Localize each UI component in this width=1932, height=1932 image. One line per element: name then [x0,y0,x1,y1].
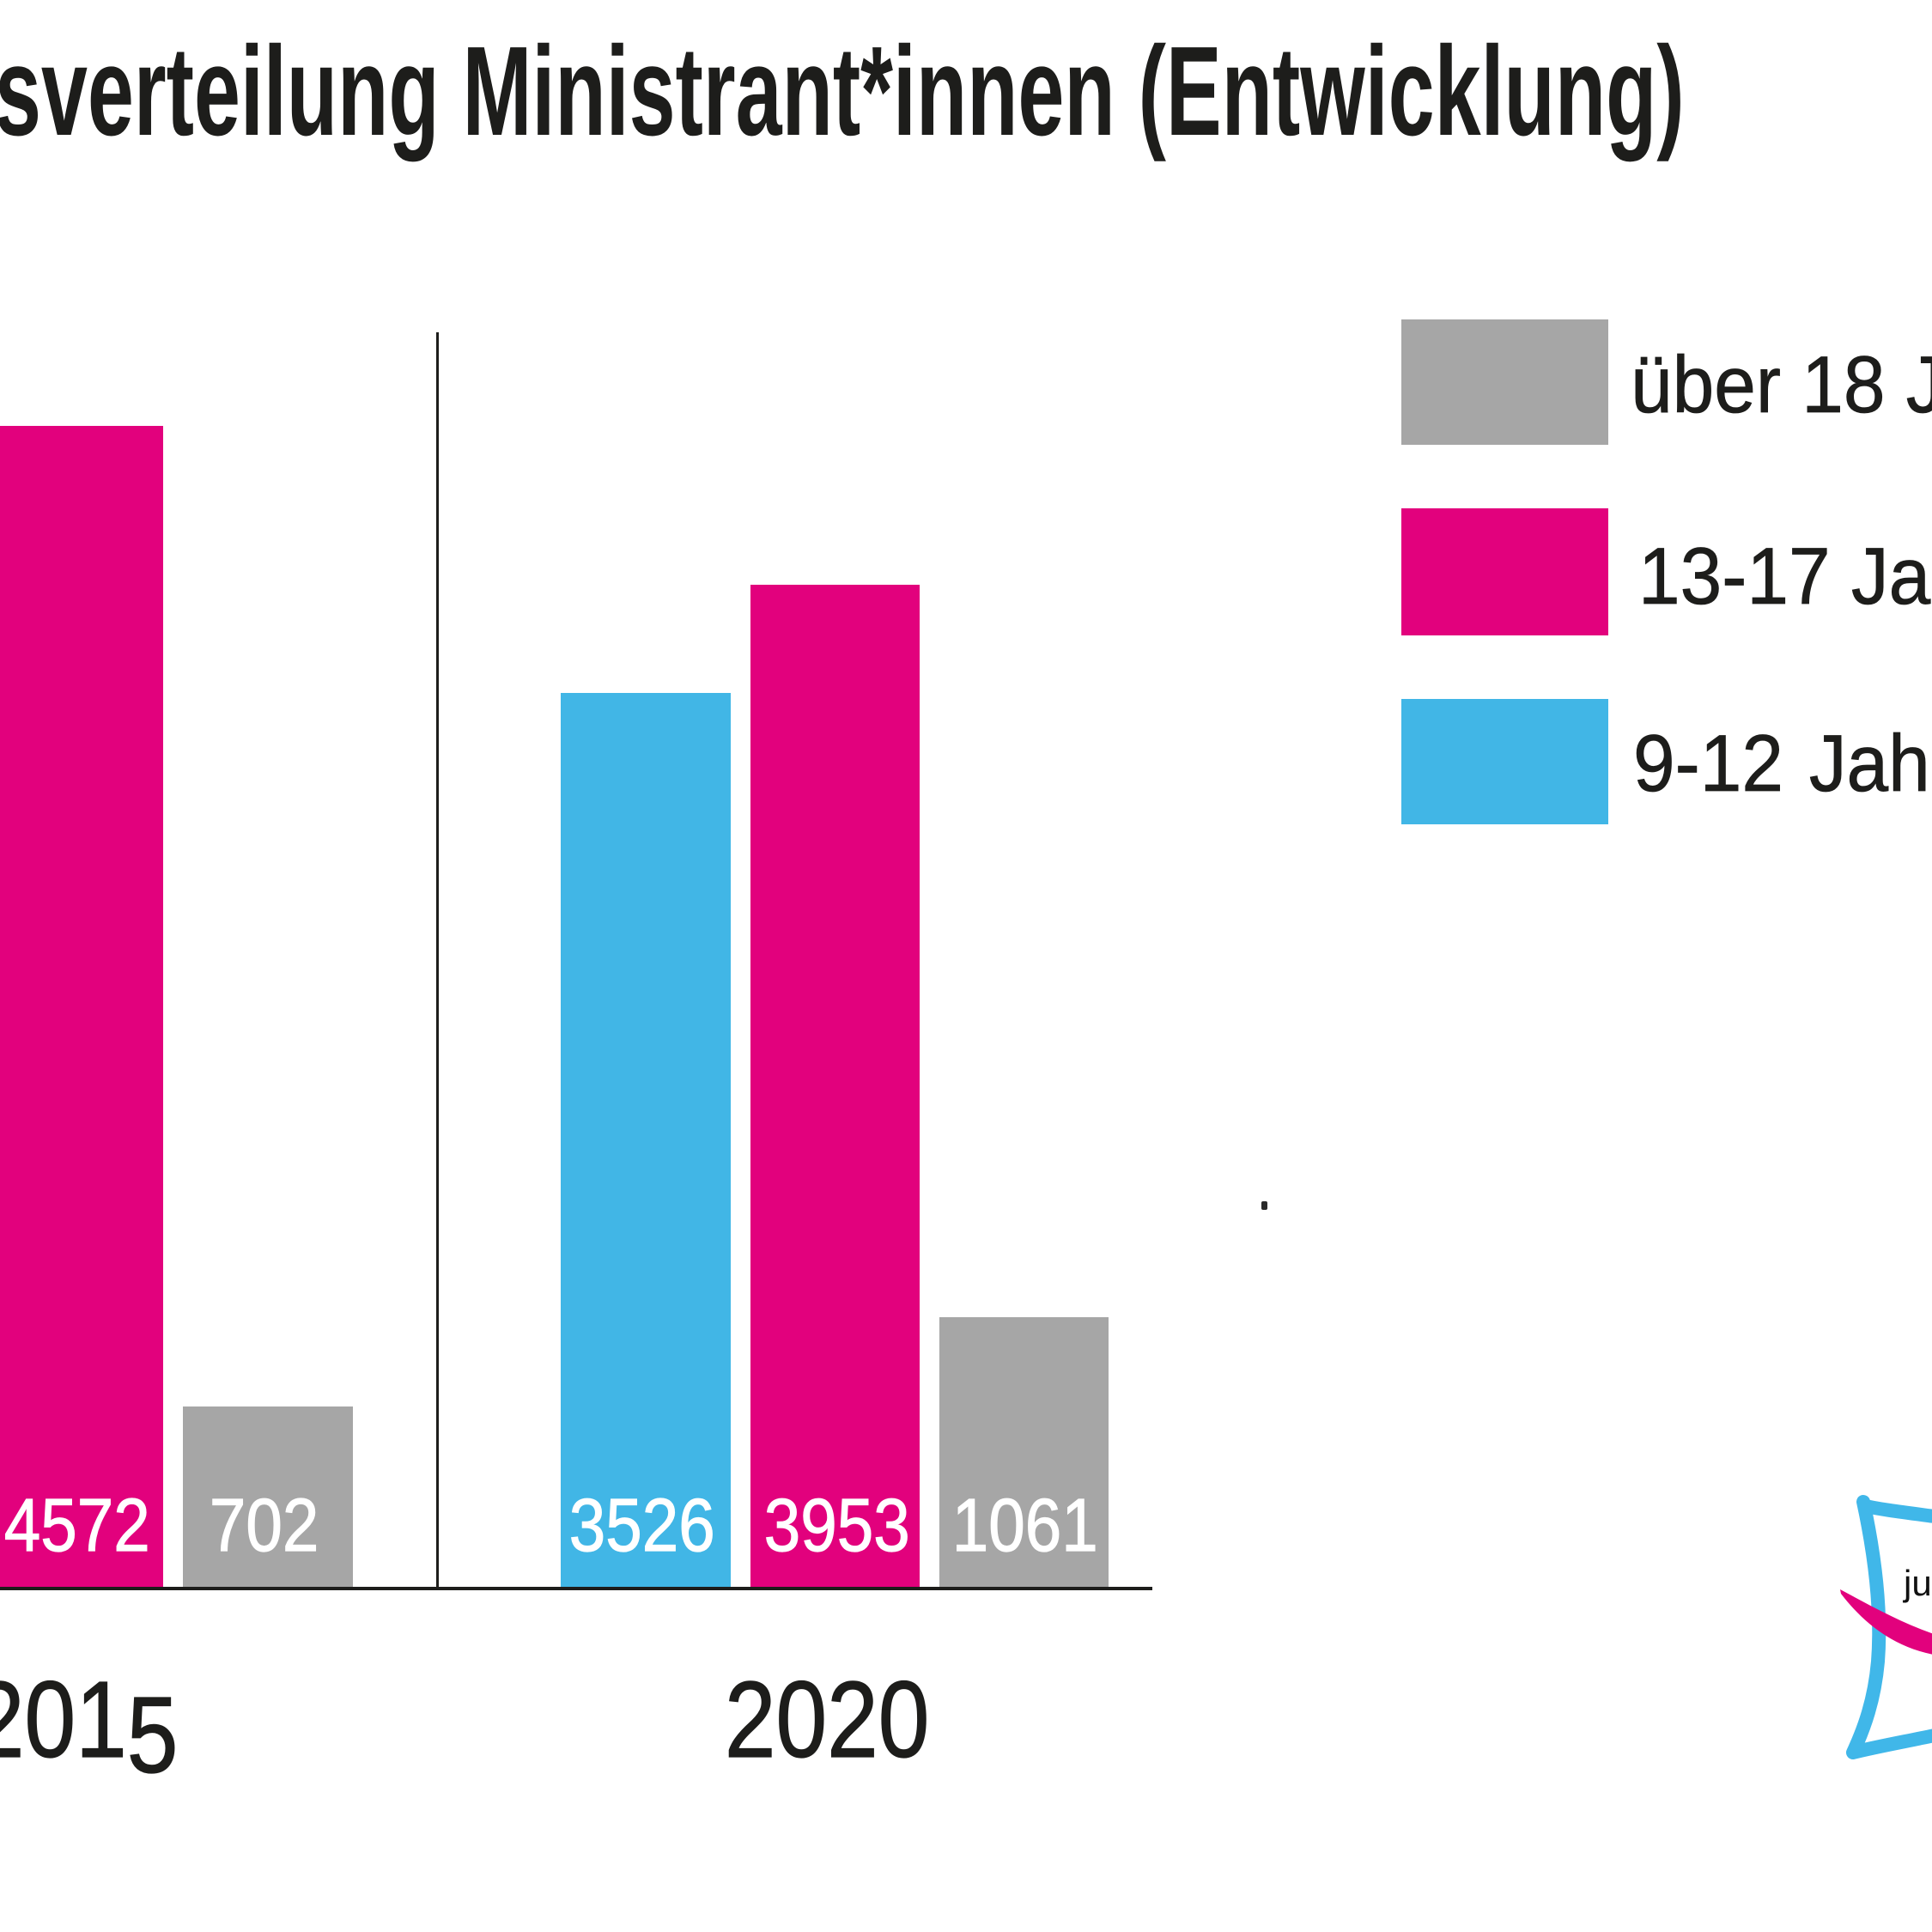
svg-text:jun: jun [1902,1563,1932,1603]
